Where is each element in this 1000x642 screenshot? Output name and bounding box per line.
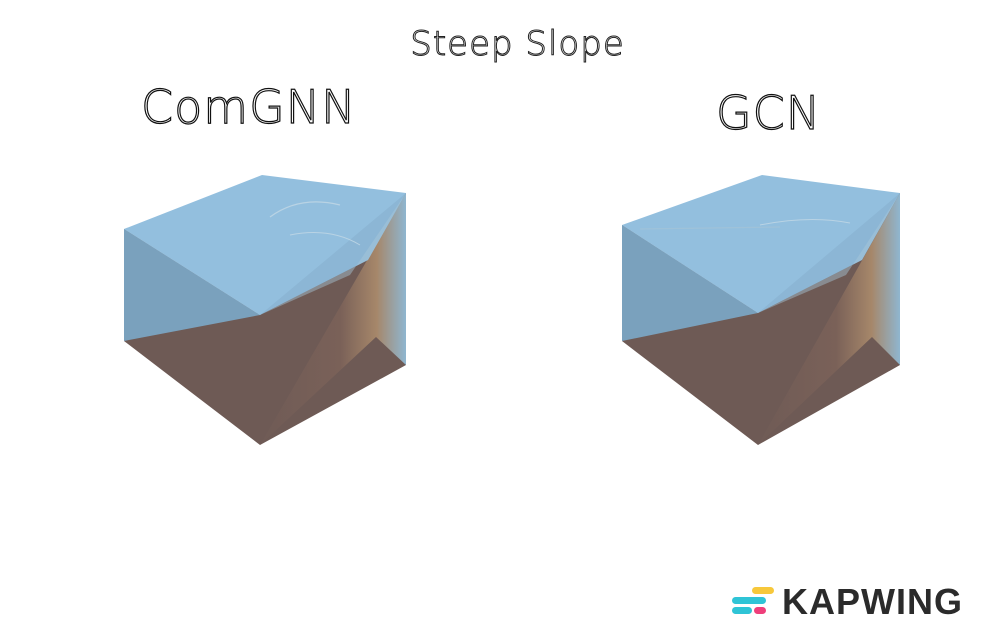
wave-line	[759, 218, 851, 226]
water-front-face	[124, 229, 260, 341]
wave-arc	[289, 232, 361, 246]
wave-arc	[269, 201, 341, 218]
comgnn-slope-render	[124, 175, 406, 445]
page-title: Steep Slope	[410, 24, 625, 65]
gcn-slope-render	[622, 175, 900, 445]
water-front-face	[622, 225, 758, 341]
kapwing-logo-icon	[732, 587, 774, 617]
kapwing-wordmark: KAPWING	[782, 581, 963, 622]
water-top-surface	[124, 175, 406, 315]
kapwing-watermark: KAPWING	[732, 584, 963, 620]
terrain-side-face	[758, 193, 900, 445]
water-top-surface	[622, 175, 900, 313]
panel-label-comgnn: ComGNN	[140, 79, 357, 134]
wave-line	[639, 226, 781, 230]
panel-label-gcn: GCN	[715, 85, 822, 140]
